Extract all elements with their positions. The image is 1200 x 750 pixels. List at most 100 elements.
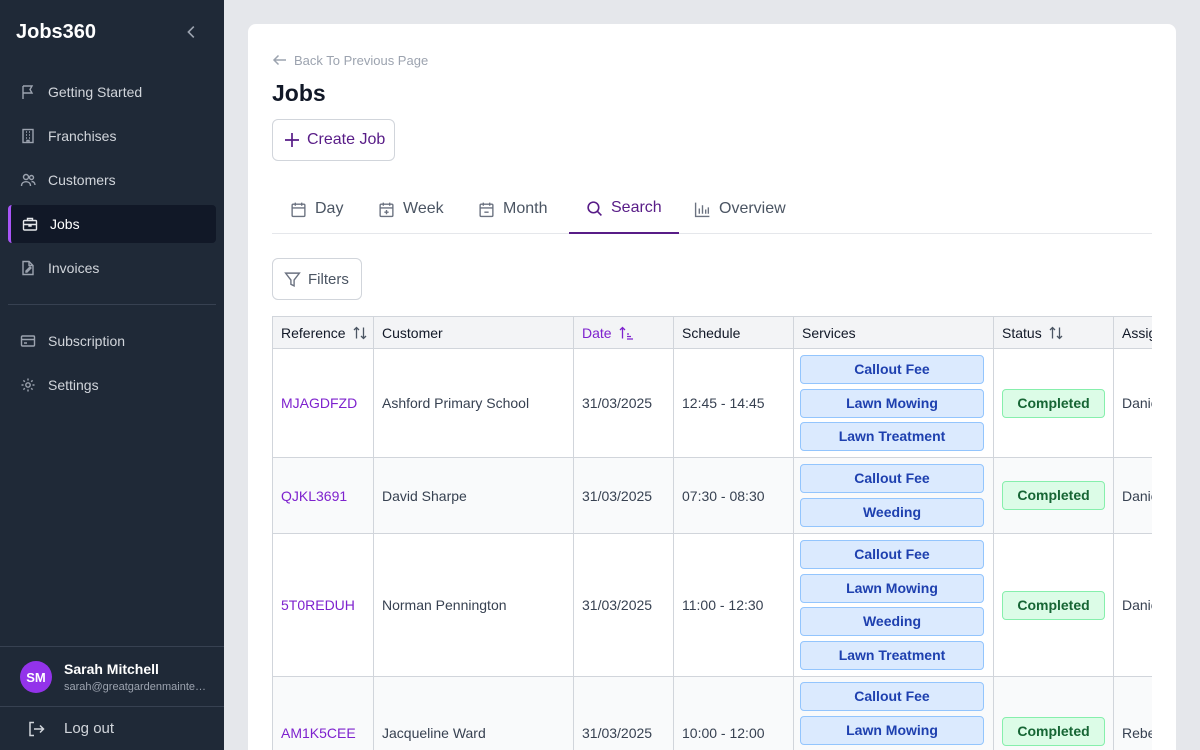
service-badge: Lawn Treatment [800,640,984,670]
status-cell: Completed [993,457,1114,534]
sidebar-item-getting-started[interactable]: Getting Started [8,73,216,111]
column-header-status[interactable]: Status [993,316,1114,349]
job-reference-link[interactable]: MJAGDFZD [272,348,374,458]
date-cell: 31/03/2025 [573,457,674,534]
sort-ascending-icon[interactable] [618,326,634,340]
tab-month[interactable]: Month [478,184,547,234]
table-header-row: Reference Customer Date Schedule Service… [272,316,1152,349]
table-row[interactable]: AM1K5CEE Jacqueline Ward 31/03/2025 10:0… [272,676,1152,750]
document-icon [20,260,36,276]
filters-button[interactable]: Filters [272,258,362,300]
tab-search[interactable]: Search [569,184,679,234]
services-cell: Callout Fee Lawn Mowing Lawn Treatment [793,348,994,458]
sidebar-item-label: Subscription [48,333,126,349]
back-link[interactable]: Back To Previous Page [272,52,428,68]
filters-label: Filters [308,270,349,288]
services-cell: Callout Fee Weeding [793,457,994,534]
sidebar-item-label: Getting Started [48,84,143,100]
sidebar-item-customers[interactable]: Customers [8,161,216,199]
sidebar-item-label: Settings [48,377,99,393]
service-badge: Callout Fee [800,355,984,384]
jobs-table: Reference Customer Date Schedule Service… [272,316,1152,750]
assigned-cell: Rebecca [1113,676,1152,750]
customer-cell: Jacqueline Ward [373,676,574,750]
assigned-cell: Daniel [1113,457,1152,534]
job-reference-link[interactable]: AM1K5CEE [272,676,374,750]
service-badge: Callout Fee [800,464,984,494]
create-job-button[interactable]: Create Job [272,119,395,161]
assigned-cell: Daniel [1113,533,1152,677]
sidebar: Jobs360 Getting Started Franchises Custo… [0,0,224,750]
page-title: Jobs [272,80,326,106]
sidebar-item-settings[interactable]: Settings [8,366,216,404]
column-header-assigned: Assigned [1113,316,1152,349]
schedule-cell: 12:45 - 14:45 [673,348,794,458]
tab-week[interactable]: Week [378,184,444,234]
collapse-sidebar-icon[interactable] [183,22,201,42]
table-row[interactable]: MJAGDFZD Ashford Primary School 31/03/20… [272,348,1152,458]
table-row[interactable]: QJKL3691 David Sharpe 31/03/2025 07:30 -… [272,457,1152,534]
jobs-table-wrapper: Reference Customer Date Schedule Service… [272,316,1152,750]
service-badge: Lawn Mowing [800,573,984,603]
schedule-cell: 10:00 - 12:00 [673,676,794,750]
sidebar-item-label: Jobs [50,216,80,232]
calendar-month-icon [478,201,495,218]
column-label: Customer [382,324,443,341]
column-label: Schedule [682,324,741,341]
sort-icon[interactable] [1048,326,1064,340]
calendar-week-icon [378,201,395,218]
sidebar-item-subscription[interactable]: Subscription [8,322,216,360]
status-badge: Completed [1002,481,1105,510]
column-header-date[interactable]: Date [573,316,674,349]
credit-card-icon [20,333,36,349]
service-badge: Lawn Mowing [800,715,984,745]
status-badge: Completed [1002,717,1105,746]
service-badge: Callout Fee [800,540,984,570]
plus-icon [283,131,301,149]
column-header-services: Services [793,316,994,349]
user-email: sarah@greatgardenmaintenance.com [64,681,208,693]
sidebar-item-label: Customers [48,172,116,188]
column-header-reference[interactable]: Reference [272,316,374,349]
customer-cell: Norman Pennington [373,533,574,677]
service-badge: Weeding [800,497,984,527]
status-cell: Completed [993,348,1114,458]
sidebar-item-jobs[interactable]: Jobs [8,205,216,243]
sort-icon[interactable] [352,326,368,340]
schedule-cell: 11:00 - 12:30 [673,533,794,677]
user-profile[interactable]: SM Sarah Mitchell sarah@greatgardenmaint… [0,646,224,706]
column-label: Date [582,324,612,341]
services-cell: Callout Fee Lawn Mowing [793,676,994,750]
sidebar-item-label: Invoices [48,260,100,276]
search-icon [586,200,603,217]
tab-day[interactable]: Day [290,184,343,234]
create-job-label: Create Job [307,131,386,148]
tab-label: Day [315,200,344,217]
avatar: SM [20,661,52,693]
column-label: Reference [281,324,346,341]
table-row[interactable]: 5T0REDUH Norman Pennington 31/03/2025 11… [272,533,1152,677]
logout-label: Log out [64,720,115,737]
tab-label: Search [611,199,662,216]
sidebar-item-label: Franchises [48,128,117,144]
main-card: Back To Previous Page Jobs Create Job Da… [248,24,1176,750]
status-badge: Completed [1002,388,1105,418]
sidebar-item-invoices[interactable]: Invoices [8,249,216,287]
sidebar-item-franchises[interactable]: Franchises [8,117,216,155]
logout-button[interactable]: Log out [0,706,224,750]
gear-icon [20,377,36,393]
calendar-icon [290,201,307,218]
column-label: Assigned [1122,324,1152,341]
job-reference-link[interactable]: QJKL3691 [272,457,374,534]
flag-icon [20,84,36,100]
customer-cell: Ashford Primary School [373,348,574,458]
column-header-customer: Customer [373,316,574,349]
logout-icon [27,720,45,738]
schedule-cell: 07:30 - 08:30 [673,457,794,534]
tab-overview[interactable]: Overview [694,184,786,234]
back-link-label: Back To Previous Page [294,52,429,68]
status-badge: Completed [1002,590,1105,620]
app-logo: Jobs360 [16,21,97,43]
job-reference-link[interactable]: 5T0REDUH [272,533,374,677]
tab-label: Overview [719,200,786,217]
